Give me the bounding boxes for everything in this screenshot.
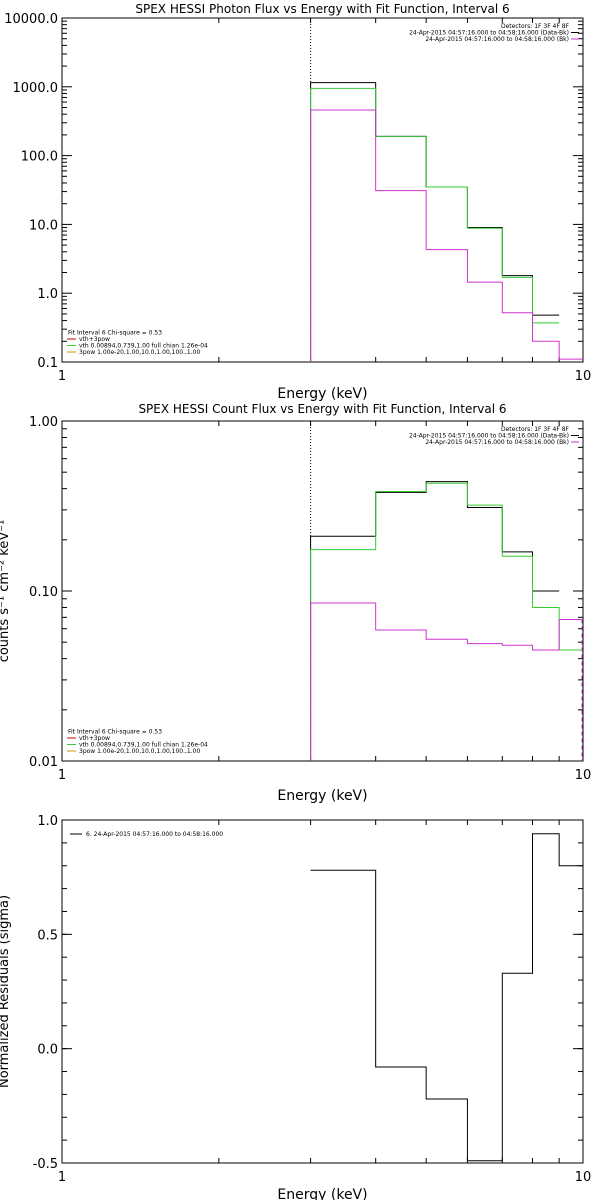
legend-entry: 6. 24-Apr-2015 04:57:16.000 to 04:58:16.… — [86, 831, 223, 838]
legend-entry: vth+3pow — [79, 735, 110, 742]
y-tick-label: 1.0 — [37, 814, 58, 829]
series-line-2 — [310, 482, 583, 761]
series-line-3 — [310, 602, 583, 761]
chart-title: SPEX HESSI Photon Flux vs Energy with Fi… — [135, 2, 509, 16]
legend-entry: vth 0.00894,0.739,1.00 full chian 1.26e-… — [79, 343, 208, 350]
chart-panel-2: SPEX HESSI Count Flux vs Energy with Fit… — [0, 402, 591, 804]
plot-frame — [61, 17, 584, 363]
legend-entry: Detectors: 1F 3F 4F 8F — [501, 23, 570, 30]
x-tick-label: 1 — [58, 768, 66, 783]
legend-entry: 24-Apr-2015 04:57:16.000 to 04:58:16.000… — [409, 433, 569, 440]
x-tick-label: 1 — [58, 1170, 66, 1185]
y-tick-label: -0.5 — [33, 1157, 58, 1172]
series-line-1 — [310, 833, 583, 1162]
y-tick-label: 10.0 — [29, 218, 58, 233]
series-line-1 — [310, 82, 560, 362]
x-tick-label: 10 — [575, 768, 592, 783]
legend-entry: Fit Interval 6 Chi-square = 0.53 — [68, 330, 162, 337]
series-line-2 — [310, 87, 560, 362]
x-tick-label: 10 — [575, 1170, 592, 1185]
legend-entry: 3pow 1.00e-20,1.00,10.0,1.00,100.,1.00 — [79, 349, 200, 356]
y-tick-label: 100.0 — [21, 150, 58, 165]
legend-entry: 24-Apr-2015 04:57:16.000 to 04:58:16.000… — [425, 36, 569, 43]
y-tick-label: 0.5 — [37, 928, 58, 943]
x-tick-label: 10 — [575, 369, 592, 384]
chart-panel-1: SPEX HESSI Photon Flux vs Energy with Fi… — [4, 2, 591, 402]
y-tick-label: 0.10 — [29, 585, 58, 600]
chart-panel-3: Energy (keV) Normalized Residuals (sigma)… — [0, 814, 591, 1200]
legend-entry: 3pow 1.00e-20,1.00,10.0,1.00,100.,1.00 — [79, 748, 200, 755]
y-axis-label: counts s⁻¹ cm⁻² keV⁻¹ — [0, 520, 12, 663]
y-tick-label: 10000.0 — [4, 12, 58, 27]
legend-entry: vth+3pow — [79, 336, 110, 343]
series-line-1 — [310, 481, 560, 761]
x-tick-label: 1 — [58, 369, 66, 384]
legend-entry: vth 0.00894,0.739,1.00 full chian 1.26e-… — [79, 742, 208, 749]
chart-title: SPEX HESSI Count Flux vs Energy with Fit… — [138, 402, 506, 416]
y-tick-label: 1.00 — [29, 415, 58, 430]
legend-entry: 24-Apr-2015 04:57:16.000 to 04:58:16.000… — [425, 439, 569, 446]
plot-frame — [61, 420, 584, 762]
y-tick-label: 1.0 — [37, 287, 58, 302]
x-axis-label: Energy (keV) — [277, 788, 367, 804]
legend-entry: Detectors: 1F 3F 4F 8F — [501, 426, 570, 433]
y-tick-label: 0.0 — [37, 1043, 58, 1058]
y-tick-label: 0.01 — [29, 755, 58, 770]
series-line-3 — [310, 109, 583, 362]
plot-frame — [61, 819, 584, 1164]
legend-entry: Fit Interval 6 Chi-square = 0.53 — [68, 729, 162, 736]
x-axis-label: Energy (keV) — [277, 1187, 367, 1200]
x-axis-label: Energy (keV) — [277, 386, 367, 402]
y-axis-label: Normalized Residuals (sigma) — [0, 895, 12, 1088]
y-tick-label: 1000.0 — [13, 81, 59, 96]
y-tick-label: 0.1 — [37, 356, 58, 371]
legend-entry: 24-Apr-2015 04:57:16.000 to 04:58:16.000… — [409, 30, 569, 37]
